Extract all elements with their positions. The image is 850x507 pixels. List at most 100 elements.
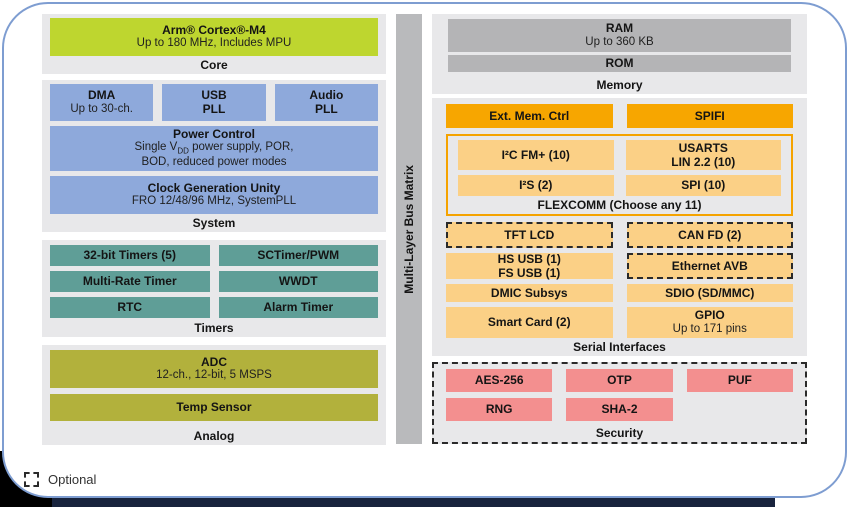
smart-card-label: Smart Card (2) [487, 315, 571, 330]
clock-subtitle: FRO 12/48/96 MHz, SystemPLL [131, 195, 297, 208]
block-usb: HS USB (1) FS USB (1) [446, 252, 613, 280]
core-section-label: Core [200, 58, 228, 72]
timer-cell-label: RTC [117, 300, 143, 315]
aes-label: AES-256 [474, 373, 524, 388]
ethernet-avb-label: Ethernet AVB [671, 258, 748, 273]
ram-title: RAM [605, 21, 634, 36]
timers-grid: 32-bit Timers (5) SCTimer/PWM Multi-Rate… [50, 245, 378, 318]
sdio-label: SDIO (SD/MMC) [665, 285, 755, 300]
block-power-control: Power Control Single VDD power supply, P… [50, 125, 378, 172]
timer-cell-label: Alarm Timer [263, 300, 334, 315]
power-subtitle-line1: Single VDD power supply, POR, [134, 141, 293, 156]
cpu-subtitle: Up to 180 MHz, Includes MPU [136, 37, 292, 50]
can-fd-label: CAN FD (2) [678, 227, 742, 242]
block-dma: DMA Up to 30-ch. [50, 84, 154, 121]
optional-legend: Optional [24, 472, 96, 487]
usarts-line1: USARTS [678, 140, 728, 155]
gpio-title: GPIO [694, 308, 725, 323]
serial-grid: TFT LCD CAN FD (2) HS USB (1) FS USB (1)… [446, 222, 793, 338]
block-dmic-subsys: DMIC Subsys [446, 284, 613, 302]
timer-cell-label: Multi-Rate Timer [82, 274, 177, 289]
analog-section-label: Analog [193, 429, 235, 443]
power-line1-pre: Single V [134, 141, 178, 154]
multi-layer-bus-matrix-bar: Multi-Layer Bus Matrix [396, 14, 422, 444]
block-spifi: SPIFI [626, 104, 793, 128]
optional-dashed-swatch [24, 472, 39, 487]
block-temp-sensor: Temp Sensor [50, 394, 378, 421]
puf-label: PUF [727, 373, 752, 388]
usb-pll-line1: USB [201, 87, 227, 102]
rom-title: ROM [605, 56, 634, 71]
dmic-label: DMIC Subsys [490, 285, 568, 300]
i2c-label: I²C FM+ (10) [501, 147, 570, 162]
chip-outline: Arm® Cortex®-M4 Up to 180 MHz, Includes … [2, 2, 847, 498]
optional-legend-label: Optional [48, 472, 97, 487]
block-i2s: I²S (2) [458, 175, 614, 196]
system-section-label: System [192, 216, 236, 230]
block-usarts: USARTS LIN 2.2 (10) [625, 140, 781, 170]
block-alarm-timer: Alarm Timer [218, 297, 378, 318]
block-usb-pll: USB PLL [162, 84, 266, 121]
power-subtitle-line2: BOD, reduced power modes [141, 156, 287, 169]
security-grid-spacer [687, 398, 793, 421]
flexcomm-group: I²C FM+ (10) USARTS LIN 2.2 (10) I²S (2)… [446, 134, 793, 216]
timer-cell-label: 32-bit Timers (5) [83, 248, 176, 263]
block-wwdt: WWDT [218, 271, 378, 292]
temp-sensor-title: Temp Sensor [176, 400, 252, 415]
power-line1-post: power supply, POR, [188, 141, 294, 154]
block-multi-rate-timer: Multi-Rate Timer [50, 271, 210, 292]
block-spi: SPI (10) [625, 175, 781, 196]
block-cortex-m4: Arm® Cortex®-M4 Up to 180 MHz, Includes … [50, 18, 378, 56]
clock-title: Clock Generation Unity [147, 181, 281, 196]
spi-label: SPI (10) [681, 178, 726, 193]
section-memory: RAM Up to 360 KB ROM Memory [432, 14, 807, 94]
flexcomm-grid: I²C FM+ (10) USARTS LIN 2.2 (10) I²S (2)… [458, 140, 781, 196]
block-rng: RNG [446, 398, 553, 421]
block-sha-2: SHA-2 [566, 398, 673, 421]
hs-usb-line2: FS USB (1) [498, 266, 561, 280]
section-serial-interfaces: Ext. Mem. Ctrl SPIFI I²C FM+ (10) USARTS… [432, 98, 807, 356]
rng-label: RNG [485, 402, 513, 417]
frame-bottom-shadow [30, 498, 775, 507]
section-analog: ADC 12-ch., 12-bit, 5 MSPS Temp Sensor A… [42, 345, 386, 445]
serial-top-row: Ext. Mem. Ctrl SPIFI [446, 104, 793, 128]
security-section-label: Security [595, 426, 644, 440]
cpu-title: Arm® Cortex®-M4 [162, 22, 266, 37]
block-clock-generation: Clock Generation Unity FRO 12/48/96 MHz,… [50, 176, 378, 214]
ram-subtitle: Up to 360 KB [585, 35, 654, 48]
section-timers: 32-bit Timers (5) SCTimer/PWM Multi-Rate… [42, 240, 386, 337]
block-audio-pll: Audio PLL [274, 84, 378, 121]
usarts-line2: LIN 2.2 (10) [671, 155, 736, 169]
section-security: AES-256 OTP PUF RNG SHA-2 Security [432, 362, 807, 444]
block-32bit-timers: 32-bit Timers (5) [50, 245, 210, 266]
block-aes-256: AES-256 [446, 369, 553, 392]
timers-section-label: Timers [194, 321, 234, 335]
audio-pll-line2: PLL [314, 102, 338, 117]
spifi-label: SPIFI [694, 108, 725, 123]
block-can-fd: CAN FD (2) [626, 222, 793, 248]
block-i2c: I²C FM+ (10) [458, 140, 614, 170]
section-system: DMA Up to 30-ch. USB PLL Audio PLL Power… [42, 80, 386, 232]
adc-subtitle: 12-ch., 12-bit, 5 MSPS [156, 369, 272, 382]
adc-title: ADC [201, 354, 227, 369]
power-title: Power Control [172, 126, 255, 141]
block-ext-mem-ctrl: Ext. Mem. Ctrl [446, 104, 613, 128]
block-puf: PUF [686, 369, 793, 392]
memory-section-label: Memory [596, 78, 643, 92]
block-rom: ROM [448, 55, 791, 72]
flexcomm-label: FLEXCOMM (Choose any 11) [537, 198, 702, 212]
ext-mem-ctrl-label: Ext. Mem. Ctrl [489, 108, 570, 123]
dma-subtitle: Up to 30-ch. [70, 102, 133, 115]
sha2-label: SHA-2 [601, 402, 638, 417]
block-ethernet-avb: Ethernet AVB [626, 253, 793, 279]
security-grid: AES-256 OTP PUF RNG SHA-2 [446, 369, 793, 421]
section-core: Arm® Cortex®-M4 Up to 180 MHz, Includes … [42, 14, 386, 74]
system-top-row: DMA Up to 30-ch. USB PLL Audio PLL [50, 84, 378, 121]
block-gpio: GPIO Up to 171 pins [626, 307, 793, 338]
timer-cell-label: SCTimer/PWM [257, 248, 340, 263]
power-line1-sub: DD [177, 146, 189, 156]
block-sctimer-pwm: SCTimer/PWM [218, 245, 378, 266]
block-otp: OTP [566, 369, 673, 392]
audio-pll-line1: Audio [309, 87, 344, 102]
block-ram: RAM Up to 360 KB [448, 19, 791, 52]
